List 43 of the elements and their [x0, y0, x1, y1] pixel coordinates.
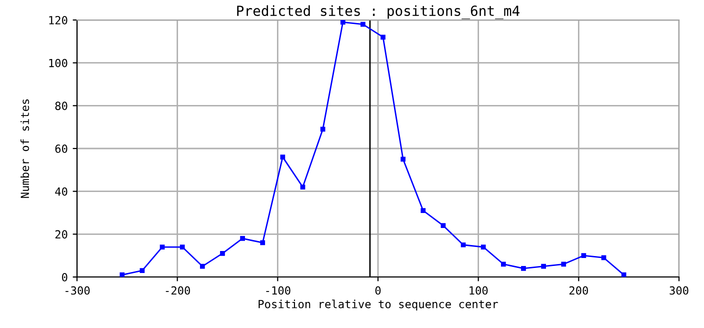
- y-tick-label: 60: [55, 144, 68, 153]
- point: [320, 126, 326, 132]
- point: [460, 242, 466, 248]
- x-tick-label: 100: [470, 286, 488, 295]
- point: [220, 251, 225, 256]
- y-tick-label: 100: [49, 58, 68, 68]
- point: [280, 154, 286, 160]
- x-axis-title: Position relative to sequence center: [258, 300, 498, 310]
- y-tick-label: 120: [49, 16, 68, 24]
- y-tick-label: 40: [55, 187, 68, 196]
- x-tick-label: -200: [166, 286, 190, 295]
- point: [420, 208, 426, 214]
- point: [260, 240, 266, 246]
- point: [561, 262, 566, 267]
- point: [500, 262, 506, 267]
- point: [601, 255, 606, 260]
- x-tick-label: 200: [569, 286, 588, 295]
- x-tick-label: 0: [375, 286, 381, 295]
- point: [581, 253, 586, 258]
- y-tick-label: 80: [55, 102, 68, 110]
- point: [340, 20, 346, 25]
- point: [400, 156, 406, 162]
- point: [541, 264, 546, 269]
- y-tick-label: 0: [62, 273, 68, 282]
- x-tick-label: -300: [66, 286, 90, 295]
- point: [380, 34, 386, 40]
- point: [300, 184, 306, 190]
- point: [621, 272, 626, 277]
- point: [480, 244, 486, 250]
- point: [240, 236, 245, 241]
- point: [160, 244, 165, 250]
- point: [120, 272, 125, 277]
- point: [200, 264, 205, 269]
- y-tick-label: 20: [55, 230, 68, 239]
- x-tick-label: -100: [266, 286, 290, 295]
- point: [360, 22, 366, 27]
- point: [140, 268, 145, 274]
- chart-title: Predicted sites : positions_6nt_m4: [237, 5, 520, 20]
- y-axis-title: Number of sites: [20, 99, 30, 198]
- point: [440, 223, 446, 228]
- x-tick-label: 300: [670, 286, 688, 295]
- point: [180, 244, 185, 250]
- point: [521, 266, 526, 271]
